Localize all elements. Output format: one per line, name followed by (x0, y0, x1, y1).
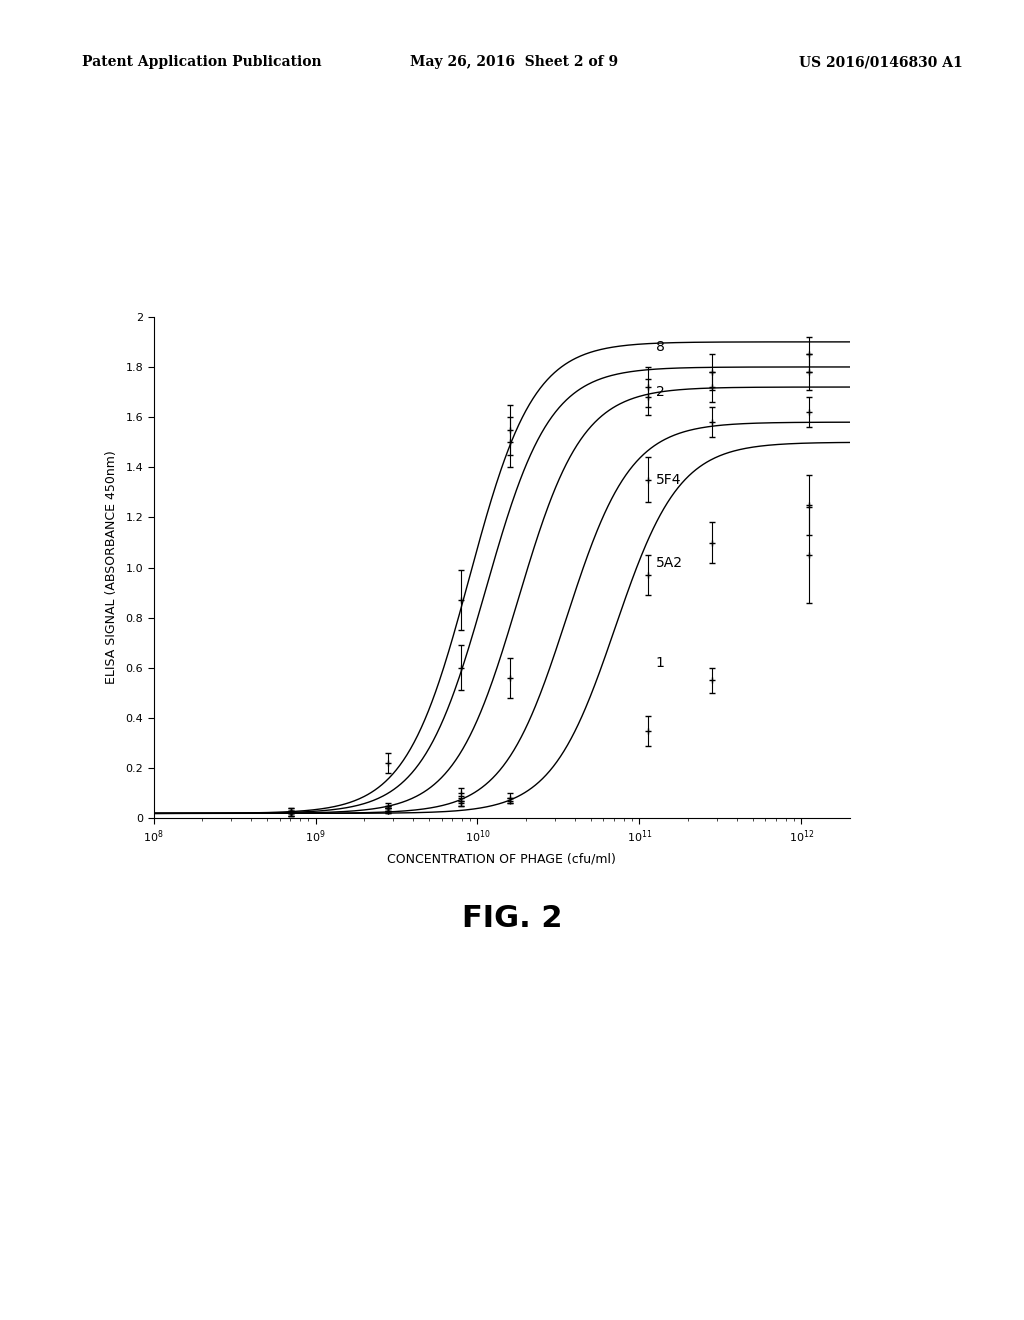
Text: 1: 1 (655, 656, 665, 671)
Text: Patent Application Publication: Patent Application Publication (82, 55, 322, 70)
Text: 8: 8 (655, 339, 665, 354)
Y-axis label: ELISA SIGNAL (ABSORBANCE 450nm): ELISA SIGNAL (ABSORBANCE 450nm) (105, 450, 119, 685)
Text: US 2016/0146830 A1: US 2016/0146830 A1 (799, 55, 963, 70)
Text: 2: 2 (655, 385, 665, 399)
Text: May 26, 2016  Sheet 2 of 9: May 26, 2016 Sheet 2 of 9 (410, 55, 617, 70)
Text: FIG. 2: FIG. 2 (462, 904, 562, 933)
Text: 5F4: 5F4 (655, 473, 681, 487)
X-axis label: CONCENTRATION OF PHAGE (cfu/ml): CONCENTRATION OF PHAGE (cfu/ml) (387, 853, 616, 866)
Text: 5A2: 5A2 (655, 556, 683, 570)
